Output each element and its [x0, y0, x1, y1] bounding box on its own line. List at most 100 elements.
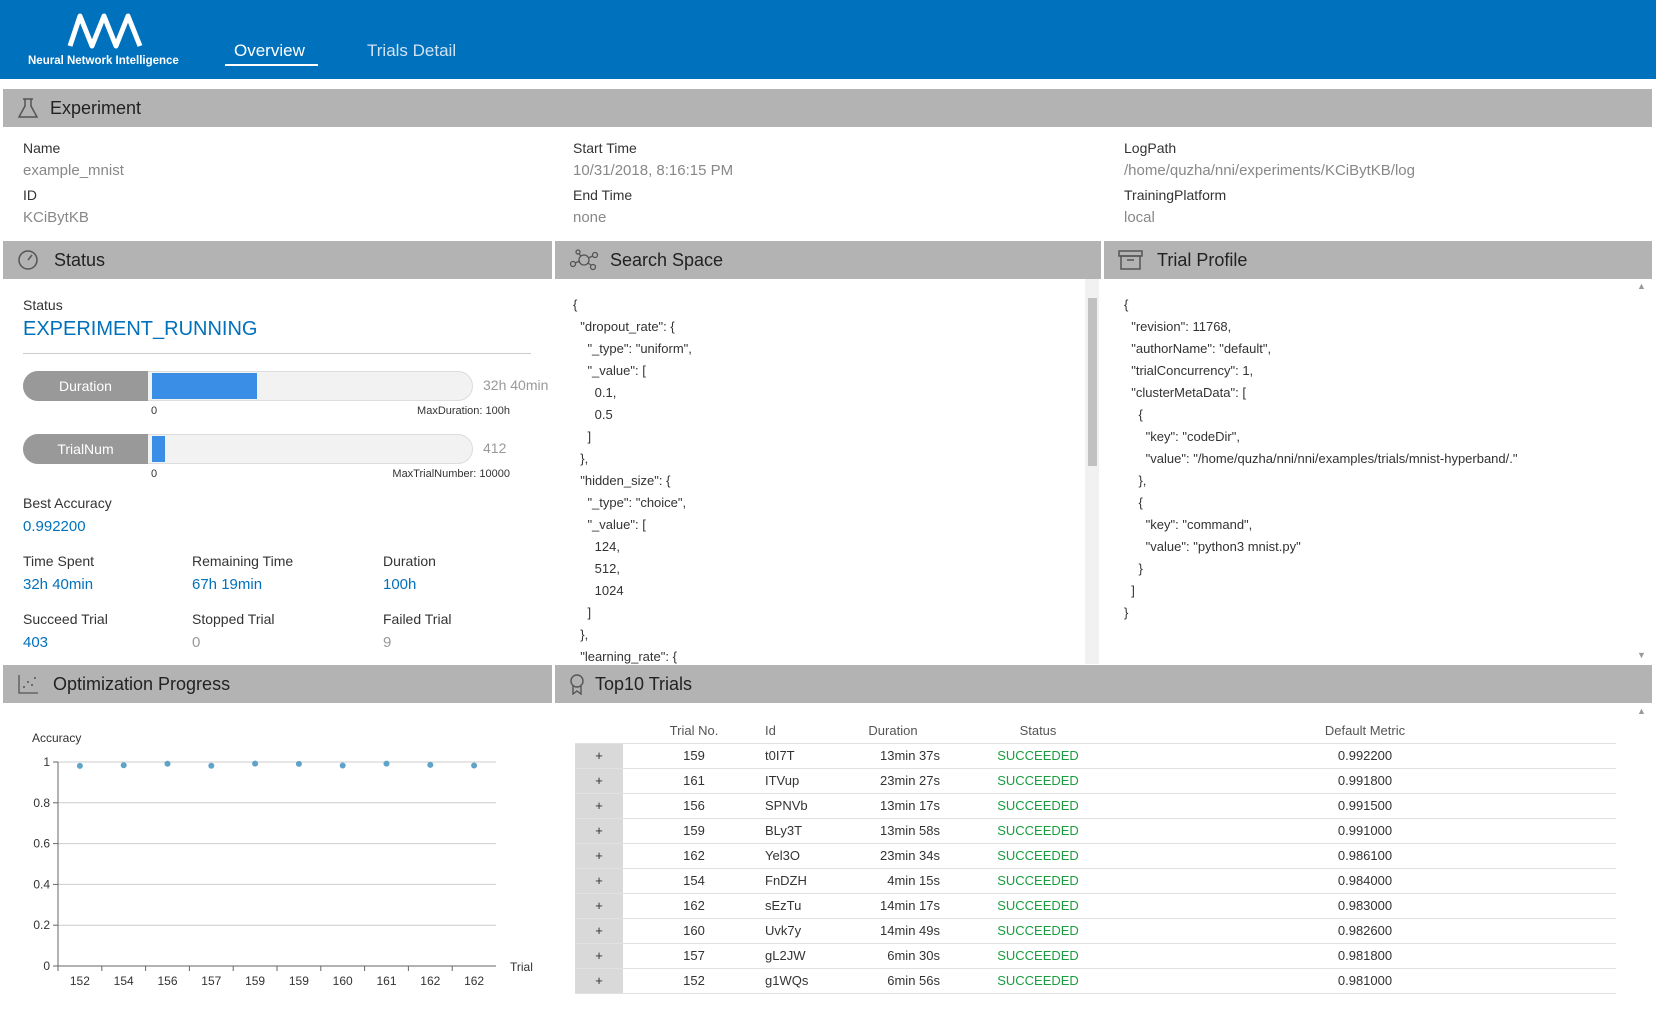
x-tick-label: 161 — [376, 974, 396, 988]
field-value: none — [573, 209, 607, 226]
y-tick-label: 1 — [43, 755, 50, 769]
expand-button[interactable]: + — [575, 919, 623, 943]
expand-button[interactable]: + — [575, 944, 623, 968]
x-tick-label: 156 — [157, 974, 177, 988]
expand-button[interactable]: + — [575, 769, 623, 793]
x-tick-label: 159 — [245, 974, 265, 988]
cell: BLy3T — [765, 823, 803, 838]
code-line: "clusterMetaData": [ — [1124, 385, 1246, 400]
cell: SUCCEEDED — [997, 873, 1079, 888]
progress-label: Duration — [23, 371, 148, 401]
section-title: Top10 Trials — [595, 674, 693, 694]
scrollbar[interactable] — [1085, 279, 1099, 664]
status-label-text: Status — [23, 297, 63, 313]
code-line: 124, — [573, 539, 620, 554]
stat-label: Time Spent — [23, 553, 95, 569]
gauge-icon — [18, 250, 38, 270]
data-point — [120, 762, 127, 769]
cell: 23min 34s — [880, 848, 940, 863]
cell: gL2JW — [765, 948, 806, 963]
code-line: { — [1124, 407, 1143, 422]
code-line: ] — [1124, 583, 1135, 598]
code-line: }, — [1124, 473, 1147, 488]
stat-label: Duration — [383, 553, 436, 569]
code-line: "value": "/home/quzha/nni/nni/examples/t… — [1124, 451, 1518, 466]
cell: SUCCEEDED — [997, 823, 1079, 838]
cell: 23min 27s — [880, 773, 940, 788]
data-point — [252, 760, 259, 767]
nav-overview[interactable]: Overview — [234, 41, 305, 60]
scroll-thumb[interactable] — [1088, 298, 1097, 466]
cell: SUCCEEDED — [997, 848, 1079, 863]
cell: 0.983000 — [1337, 898, 1393, 913]
row-divider — [575, 993, 1616, 994]
cell: 161 — [683, 773, 705, 788]
cell: SPNVb — [765, 798, 808, 813]
code-line: }, — [573, 627, 589, 642]
cell: SUCCEEDED — [997, 748, 1079, 763]
stat-label: Remaining Time — [192, 553, 294, 569]
scroll-arrow[interactable]: ▲ — [1637, 706, 1646, 716]
cell: 13min 37s — [880, 748, 940, 763]
code-line: "trialConcurrency": 1, — [1124, 363, 1254, 378]
code-line: "learning_rate": { — [573, 649, 677, 664]
code-line: } — [1124, 561, 1143, 576]
section-title: Status — [54, 250, 106, 270]
data-point — [471, 762, 478, 769]
row-divider — [575, 918, 1616, 919]
cell: Uvk7y — [765, 923, 802, 938]
code-line: } — [1124, 605, 1129, 620]
logo-text: Neural Network Intelligence — [28, 55, 179, 67]
cell: 14min 49s — [880, 923, 940, 938]
code-line: "dropout_rate": { — [573, 319, 675, 334]
data-point — [383, 760, 390, 767]
stat-value: 9 — [383, 634, 392, 651]
expand-button[interactable]: + — [575, 894, 623, 918]
field-label: Name — [23, 140, 61, 156]
progress-min: 0 — [151, 405, 158, 417]
stat-value: 67h 19min — [192, 576, 263, 593]
chart-icon — [18, 675, 38, 694]
expand-button[interactable]: + — [575, 844, 623, 868]
section-title: Experiment — [50, 98, 142, 118]
stat-value: 32h 40min — [23, 576, 94, 593]
progress-max: MaxTrialNumber: 10000 — [392, 468, 510, 480]
cell: 0.982600 — [1337, 923, 1393, 938]
data-point — [208, 762, 215, 769]
expand-button[interactable]: + — [575, 969, 623, 993]
cell: 159 — [683, 748, 705, 763]
x-axis-label: Trial — [510, 960, 533, 974]
y-tick-label: 0.2 — [33, 918, 50, 932]
code-line: ] — [573, 429, 592, 444]
field-label: Start Time — [573, 140, 637, 156]
field-value: local — [1124, 209, 1155, 226]
row-divider — [575, 768, 1616, 769]
expand-button[interactable]: + — [575, 819, 623, 843]
cell: 0.991800 — [1337, 773, 1393, 788]
expand-button[interactable]: + — [575, 744, 623, 768]
stat-value: 0 — [192, 634, 201, 651]
scroll-arrow[interactable]: ▼ — [1637, 650, 1646, 660]
row-divider — [575, 968, 1616, 969]
cell: 157 — [683, 948, 705, 963]
nav-trials-detail[interactable]: Trials Detail — [367, 41, 457, 60]
expand-button[interactable]: + — [575, 794, 623, 818]
field-value: KCiBytKB — [23, 209, 89, 226]
status-header: Status — [3, 241, 552, 279]
cell: t0I7T — [765, 748, 795, 763]
section-title: Search Space — [610, 250, 724, 270]
cell: 0.981800 — [1337, 948, 1393, 963]
medal-icon — [570, 674, 584, 695]
progress-fill — [152, 436, 166, 462]
top-nav: Neural Network Intelligence Overview Tri… — [0, 0, 1656, 79]
field-value: /home/quzha/nni/experiments/KCiBytKB/log — [1124, 162, 1415, 179]
search-space-code: { "dropout_rate": { "_type": "uniform", … — [573, 279, 1093, 664]
cell: 0.981000 — [1337, 973, 1393, 988]
code-line: "hidden_size": { — [573, 473, 671, 488]
scroll-arrow[interactable]: ▲ — [1637, 281, 1646, 291]
y-tick-label: 0 — [43, 959, 50, 973]
code-line: { — [573, 297, 578, 312]
expand-button[interactable]: + — [575, 869, 623, 893]
trial-profile-code: { "revision": 11768, "authorName": "defa… — [1124, 279, 1644, 664]
